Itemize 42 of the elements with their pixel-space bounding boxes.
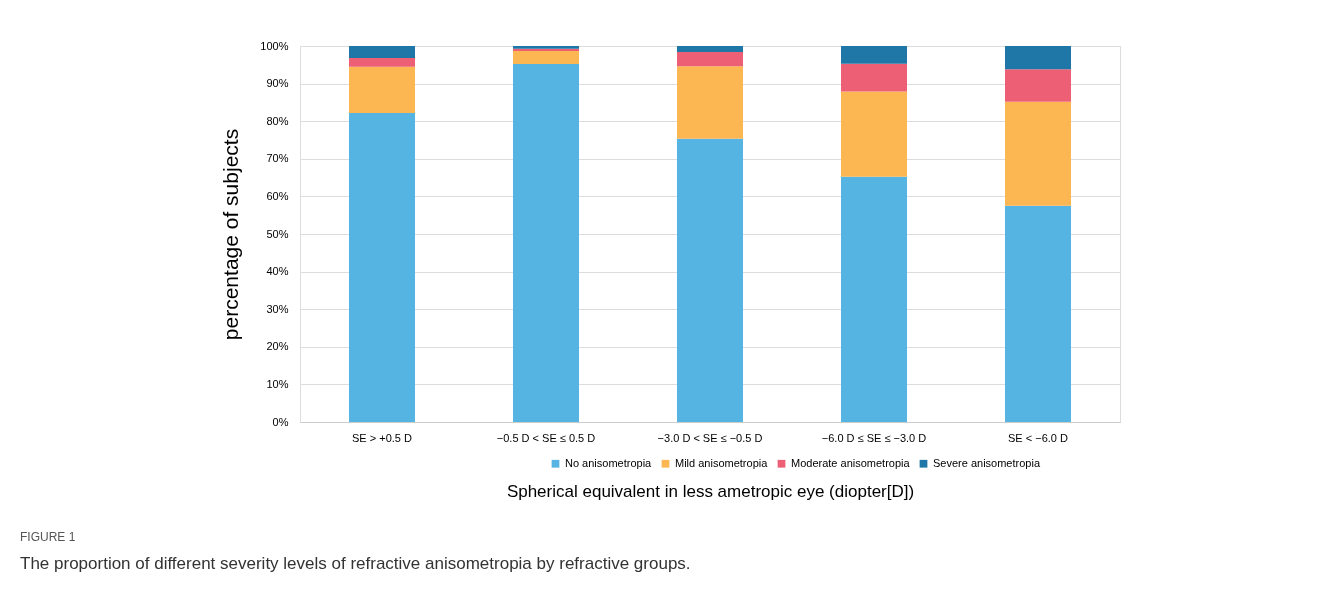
legend-label: Moderate anisometropia bbox=[791, 456, 911, 469]
text: The proportion of different severity levels of refractive anisometropia by refractive groups. bbox=[20, 554, 691, 573]
bar bbox=[841, 176, 907, 422]
bar bbox=[349, 112, 415, 422]
x-tick-label: SE > +0.5 D bbox=[352, 431, 413, 444]
y-tick-label: 30% bbox=[266, 302, 289, 315]
bar bbox=[677, 138, 743, 422]
y-tick-label: 20% bbox=[266, 340, 289, 353]
y-axis-title: percentage of subjects bbox=[219, 128, 243, 341]
y-tick-label: 10% bbox=[266, 377, 289, 390]
y-tick-label: 90% bbox=[266, 77, 289, 90]
bar bbox=[349, 58, 415, 67]
x-tick-label: SE < −6.0 D bbox=[1008, 431, 1069, 444]
bar bbox=[1005, 205, 1071, 422]
x-tick-label: −0.5 D < SE ≤ 0.5 D bbox=[496, 431, 596, 444]
bar bbox=[1005, 46, 1071, 70]
bar bbox=[677, 66, 743, 139]
y-tick-label: 40% bbox=[266, 265, 289, 278]
bar bbox=[513, 50, 579, 65]
bar bbox=[841, 63, 907, 92]
legend-label: Mild anisometropia bbox=[675, 456, 769, 469]
legend-label: Severe anisometropia bbox=[933, 456, 1041, 469]
x-tick-label: −3.0 D < SE ≤ −0.5 D bbox=[657, 431, 763, 444]
bar bbox=[677, 52, 743, 67]
bar bbox=[841, 91, 907, 177]
bar bbox=[513, 64, 579, 422]
bar bbox=[349, 66, 415, 113]
y-tick-label: 50% bbox=[266, 227, 289, 240]
caption: FIGURE 1 bbox=[20, 530, 76, 544]
y-tick-label: 0% bbox=[272, 415, 289, 428]
bar bbox=[677, 46, 743, 53]
y-tick-label: 100% bbox=[260, 39, 289, 52]
y-tick-label: 60% bbox=[266, 189, 289, 202]
bar bbox=[1005, 69, 1071, 102]
bar bbox=[349, 46, 415, 59]
y-tick-label: 80% bbox=[266, 114, 289, 127]
y-tick-label: 70% bbox=[266, 152, 289, 165]
x-axis-title: Spherical equivalent in less ametropic eye (diopter[D]) bbox=[506, 481, 915, 501]
legend-label: No anisometropia bbox=[565, 456, 653, 469]
bar bbox=[1005, 101, 1071, 206]
bar bbox=[841, 46, 907, 64]
x-tick-label: −6.0 D ≤ SE ≤ −3.0 D bbox=[821, 431, 927, 444]
